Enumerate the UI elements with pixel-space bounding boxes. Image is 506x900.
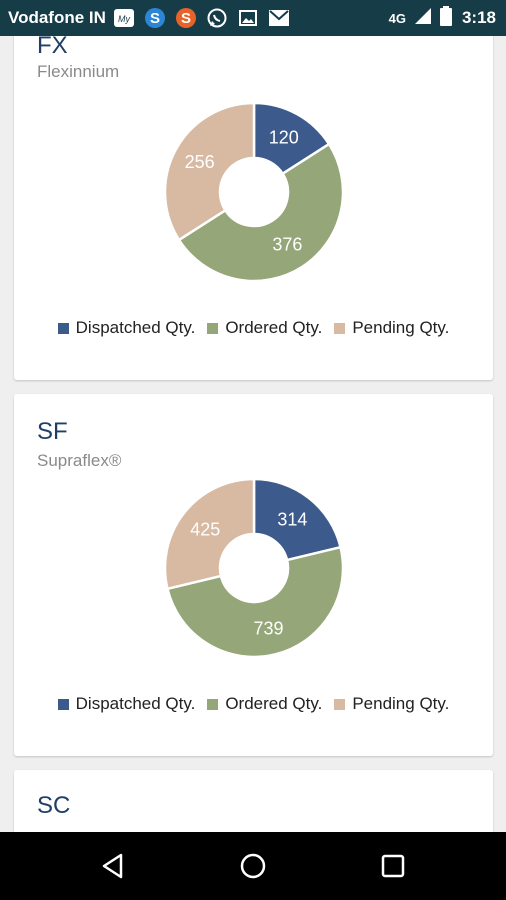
product-code: SF [37,418,68,445]
recents-icon [381,854,405,878]
svg-text:S: S [150,10,160,27]
carrier-name: Vodafone IN [8,8,106,27]
status-bar: Vodafone IN My S S 4G 3:18 [0,0,506,36]
home-icon [240,853,266,879]
legend-label: Dispatched Qty. [75,318,196,337]
slice-value-label: 314 [277,509,307,529]
recents-button[interactable] [373,848,413,884]
back-icon [102,853,123,879]
gallery-icon [236,7,260,29]
chart-legend: Dispatched Qty. Ordered Qty. Pending Qty… [14,318,493,338]
svg-text:My: My [118,14,130,24]
legend-item-ordered: Ordered Qty. [207,318,322,338]
network-type: 4G [388,10,406,26]
slice-value-label: 425 [190,520,220,540]
clock: 3:18 [461,8,496,27]
donut-hole [219,533,289,603]
legend-label: Ordered Qty. [225,318,323,337]
product-code: SC [37,792,71,819]
whatsapp-icon [205,7,229,29]
legend-label: Dispatched Qty. [75,694,196,713]
slice-value-label: 256 [185,152,215,172]
quantity-donut-chart: 314 739 425 [164,478,344,658]
legend-item-pending: Pending Qty. [334,694,449,714]
legend-item-ordered: Ordered Qty. [207,694,322,714]
product-card[interactable]: SC [14,770,493,832]
home-button[interactable] [233,848,273,884]
gmail-icon [267,7,291,29]
slice-value-label: 376 [272,234,302,254]
legend-swatch [57,698,69,710]
product-card[interactable]: SF Supraflex® 314 739 425 Dispatched Qty. … [14,394,493,756]
donut-hole [219,157,289,227]
legend-item-pending: Pending Qty. [334,318,449,338]
back-button[interactable] [93,848,133,884]
slice-value-label: 120 [269,128,299,148]
product-brand: Supraflex® [37,451,122,470]
svg-text:S: S [181,10,191,27]
legend-label: Ordered Qty. [225,694,323,713]
legend-swatch [334,698,346,710]
legend-swatch [207,698,219,710]
myvodafone-icon: My [112,7,136,29]
quantity-donut-chart: 120 376 256 [164,102,344,282]
legend-swatch [207,322,219,334]
product-card[interactable]: FX Flexinnium 120 376 256 Dispatched Qty. … [14,36,493,380]
chart-legend: Dispatched Qty. Ordered Qty. Pending Qty… [14,694,493,714]
s-app-orange-icon: S [174,7,198,29]
legend-swatch [334,322,346,334]
navigation-bar [0,832,506,900]
legend-item-dispatched: Dispatched Qty. [57,318,196,338]
battery-icon [439,5,452,31]
slice-value-label: 739 [253,618,283,638]
product-code: FX [37,36,68,59]
signal-icon [414,7,432,30]
legend-swatch [57,322,69,334]
product-brand: Flexinnium [37,62,120,81]
order-summary-list[interactable]: FX Flexinnium 120 376 256 Dispatched Qty. … [0,36,506,832]
legend-label: Pending Qty. [352,318,450,337]
legend-label: Pending Qty. [352,694,450,713]
legend-item-dispatched: Dispatched Qty. [57,694,196,714]
s-app-blue-icon: S [143,7,167,29]
